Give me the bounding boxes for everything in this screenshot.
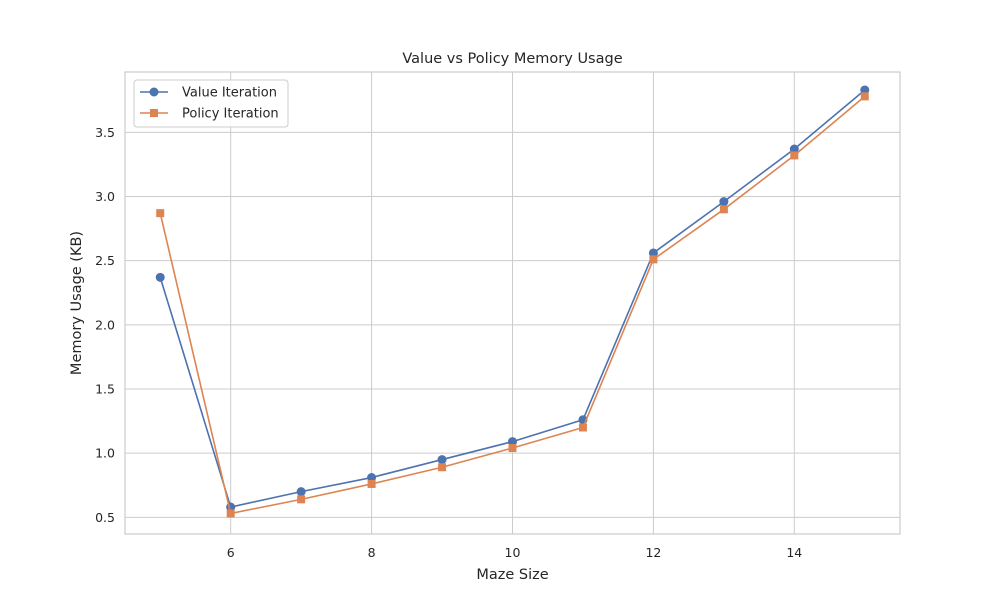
y-tick-label: 3.0 xyxy=(95,189,115,204)
legend-marker-value-iteration xyxy=(149,87,159,97)
data-point xyxy=(508,444,517,453)
data-point xyxy=(719,197,729,207)
data-point xyxy=(649,255,658,264)
y-axis-label: Memory Usage (KB) xyxy=(69,231,85,375)
data-point xyxy=(296,487,306,497)
x-tick-label: 8 xyxy=(368,545,376,560)
x-axis-label: Maze Size xyxy=(476,567,548,583)
data-point xyxy=(155,272,165,282)
y-tick-label: 1.0 xyxy=(95,446,115,461)
data-point xyxy=(437,455,447,465)
data-point xyxy=(367,473,377,483)
legend-label-policy-iteration: Policy Iteration xyxy=(182,107,279,122)
series-policy-iteration xyxy=(156,92,869,518)
legend-marker-policy-iteration xyxy=(150,109,158,117)
x-tick-label: 12 xyxy=(645,545,661,560)
data-point xyxy=(226,509,235,518)
y-tick-label: 2.5 xyxy=(95,253,115,268)
data-point xyxy=(860,85,870,95)
series-value-iteration xyxy=(155,85,870,512)
data-point xyxy=(789,144,799,154)
legend-label-value-iteration: Value Iteration xyxy=(182,86,277,101)
data-point xyxy=(438,463,447,472)
data-point xyxy=(719,205,728,214)
data-point xyxy=(648,248,658,258)
x-tick-labels: 6 8 10 12 14 xyxy=(227,545,803,560)
chart-title: Value vs Policy Memory Usage xyxy=(402,51,622,67)
y-tick-label: 2.0 xyxy=(95,317,115,332)
y-tick-label: 1.5 xyxy=(95,381,115,396)
legend-box xyxy=(133,79,289,128)
data-point xyxy=(156,209,165,218)
data-point xyxy=(860,92,869,101)
series-layer xyxy=(155,85,870,518)
data-point xyxy=(297,495,306,504)
data-point xyxy=(790,151,799,160)
x-tick-label: 10 xyxy=(505,545,521,560)
x-tick-label: 6 xyxy=(227,545,235,560)
data-point xyxy=(367,479,376,488)
y-tick-labels: 0.5 1.0 1.5 2.0 2.5 3.0 3.5 xyxy=(95,125,115,525)
x-tick-label: 14 xyxy=(786,545,802,560)
data-point xyxy=(508,437,517,447)
y-tick-label: 0.5 xyxy=(95,510,115,525)
legend-entry-policy-iteration: Policy Iteration xyxy=(140,107,279,122)
plot-frame xyxy=(124,71,901,535)
y-tick-label: 3.5 xyxy=(95,125,115,140)
legend: Value Iteration Policy Iteration xyxy=(133,79,289,128)
legend-entry-value-iteration: Value Iteration xyxy=(140,86,277,101)
x-gridlines xyxy=(230,72,795,534)
data-point xyxy=(578,423,587,432)
